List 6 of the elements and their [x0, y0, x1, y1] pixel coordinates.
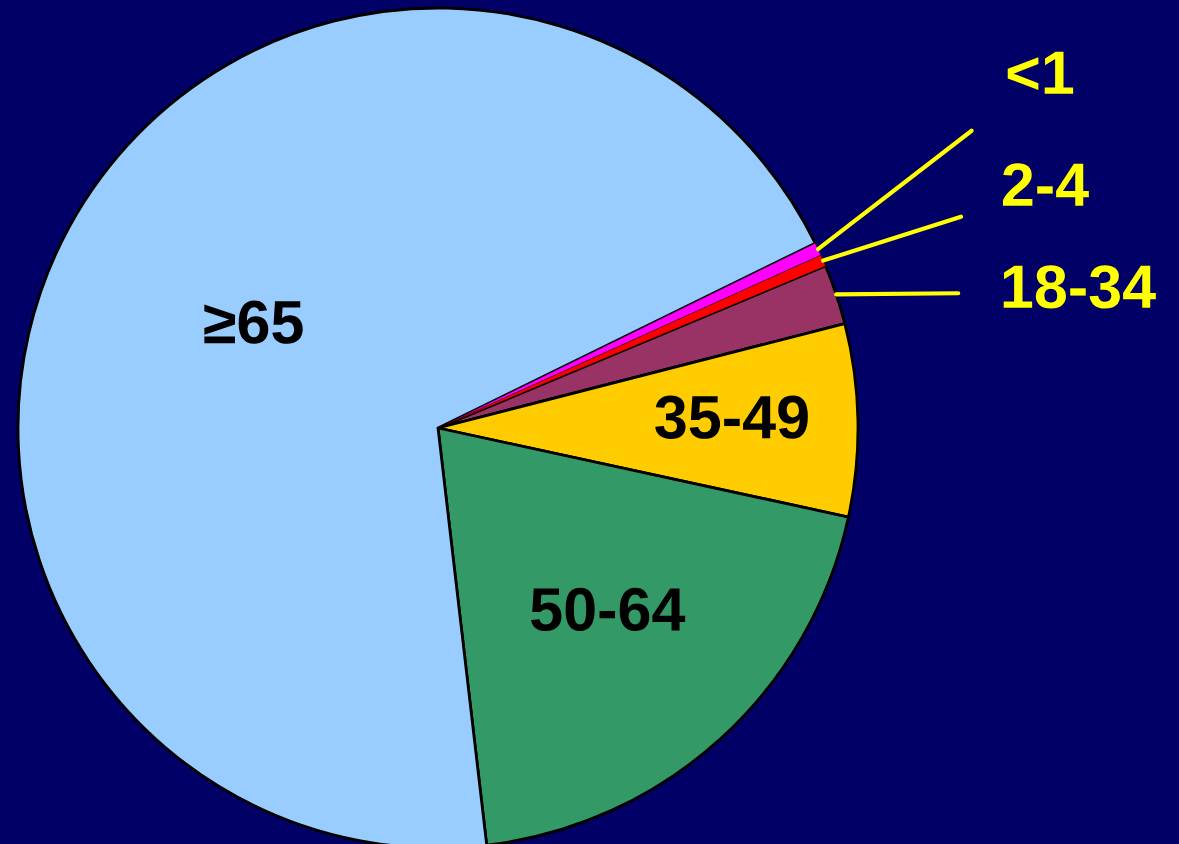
- slice-label: <1: [1007, 51, 1074, 94]
- slice-label: 18-34: [1003, 265, 1156, 309]
- slice-label: ≥65: [204, 300, 303, 344]
- slice-label: 50-64: [531, 587, 686, 632]
- slice-label: 35-49: [655, 395, 808, 439]
- slice-label: 2-4: [1002, 163, 1089, 206]
